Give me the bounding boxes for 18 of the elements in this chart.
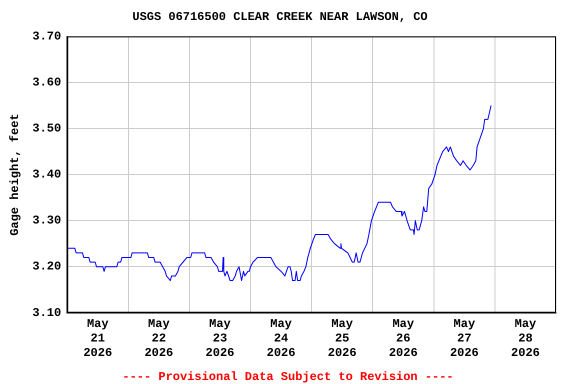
x-tick-label: May 24 2026	[266, 317, 296, 360]
chart-title: USGS 06716500 CLEAR CREEK NEAR LAWSON, CO	[132, 10, 428, 24]
text: ---- Provisional Data Subject to Revision ----	[122, 370, 454, 384]
x-tick-label: May 22 2026	[144, 317, 174, 360]
x-tick-label: May 23 2026	[206, 317, 234, 360]
y-tick-label: 3.50	[32, 122, 62, 136]
y-tick-label: 3.70	[32, 29, 62, 44]
x-tick-label: May 27 2026	[450, 317, 479, 360]
y-tick-label: 3.60	[32, 75, 62, 90]
y-tick-label: 3.40	[32, 168, 62, 182]
y-tick-label: 3.30	[32, 214, 62, 228]
x-tick-label: May 21 2026	[83, 317, 112, 360]
y-axis-title: Gage height, feet	[8, 113, 22, 236]
y-tick-label: 3.20	[32, 260, 62, 274]
y-tick-label: 3.10	[32, 306, 62, 320]
x-tick-label: May 26 2026	[388, 317, 418, 360]
x-tick-label: May 28 2026	[511, 317, 540, 360]
x-tick-label: May 25 2026	[328, 317, 357, 360]
